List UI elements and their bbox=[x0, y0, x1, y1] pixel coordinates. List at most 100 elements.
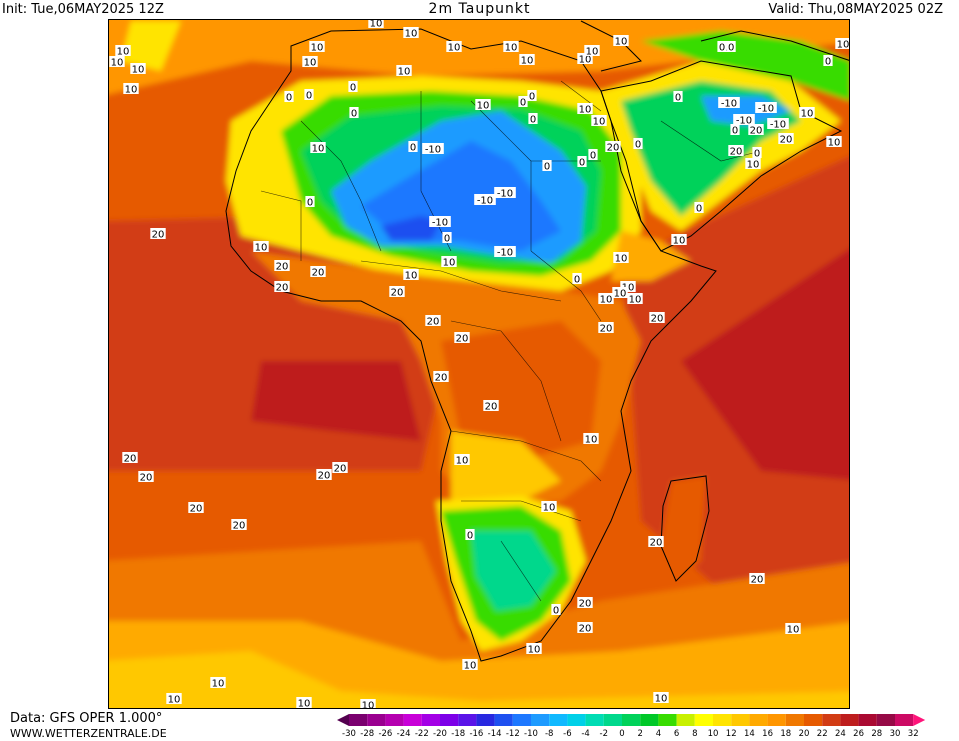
svg-text:10: 10 bbox=[585, 435, 598, 446]
svg-text:10: 10 bbox=[655, 694, 668, 705]
svg-text:10: 10 bbox=[398, 67, 411, 78]
legend-tick-label: 20 bbox=[799, 729, 810, 739]
svg-text:20: 20 bbox=[730, 147, 743, 158]
legend-color-cell bbox=[767, 714, 786, 726]
svg-text:0: 0 bbox=[579, 158, 585, 169]
svg-text:-10: -10 bbox=[477, 196, 493, 207]
svg-text:10: 10 bbox=[125, 85, 138, 96]
legend-color-cell bbox=[785, 714, 804, 726]
svg-text:10: 10 bbox=[298, 699, 311, 710]
legend-tick-label: 10 bbox=[708, 729, 719, 739]
contour-label: 0 bbox=[694, 202, 704, 215]
svg-text:20: 20 bbox=[651, 314, 664, 325]
country-borders bbox=[260, 80, 762, 602]
svg-text:10: 10 bbox=[443, 258, 456, 269]
contour-label: 0 bbox=[465, 529, 475, 542]
legend-tick-label: -30 bbox=[342, 729, 356, 739]
svg-text:0: 0 bbox=[350, 83, 356, 94]
contour-label: 10 bbox=[403, 27, 419, 40]
svg-text:10: 10 bbox=[614, 289, 627, 300]
legend-color-cell bbox=[822, 714, 841, 726]
contour-label: 0 bbox=[349, 107, 359, 120]
svg-text:10: 10 bbox=[111, 58, 124, 69]
contour-label: 10 bbox=[360, 699, 376, 708]
svg-text:0: 0 bbox=[306, 91, 312, 102]
contour-label: 10 bbox=[123, 83, 139, 96]
contour-label: -10 bbox=[733, 114, 755, 127]
contour-label: 0 bbox=[518, 96, 528, 109]
contour-label: 0 bbox=[633, 138, 643, 151]
svg-text:0: 0 bbox=[825, 57, 831, 68]
legend-color-cell bbox=[531, 714, 550, 726]
contour-label: 10 bbox=[526, 643, 542, 656]
legend-tick-label: 18 bbox=[780, 729, 791, 739]
svg-text:10: 10 bbox=[370, 20, 383, 30]
contour-label: 10 bbox=[598, 293, 614, 306]
svg-text:10: 10 bbox=[615, 254, 628, 265]
legend-tick-label: -26 bbox=[378, 729, 392, 739]
legend-color-cell bbox=[367, 714, 386, 726]
legend-color-cell bbox=[676, 714, 695, 726]
legend-tick-label: 4 bbox=[656, 729, 661, 739]
svg-text:10: 10 bbox=[311, 43, 324, 54]
legend-color-cell bbox=[840, 714, 859, 726]
contour-label: 0 bbox=[551, 604, 561, 617]
svg-text:10: 10 bbox=[405, 29, 418, 40]
legend-tick-label: 26 bbox=[853, 729, 864, 739]
legend-color-cell bbox=[458, 714, 477, 726]
svg-text:20: 20 bbox=[579, 624, 592, 635]
contour-label: 0 bbox=[542, 160, 552, 173]
svg-text:20: 20 bbox=[152, 230, 165, 241]
legend-tick-label: -24 bbox=[397, 729, 411, 739]
svg-text:20: 20 bbox=[750, 126, 763, 137]
svg-text:0: 0 bbox=[696, 204, 702, 215]
svg-text:10: 10 bbox=[837, 40, 850, 51]
svg-text:20: 20 bbox=[751, 575, 764, 586]
contour-label: 0 bbox=[823, 55, 833, 68]
contour-label: 10 bbox=[130, 63, 146, 76]
contour-label: 0 bbox=[577, 156, 587, 169]
svg-text:10: 10 bbox=[828, 138, 841, 149]
legend-tick-label: 2 bbox=[637, 729, 642, 739]
legend-tick-label: 22 bbox=[817, 729, 828, 739]
svg-text:0: 0 bbox=[410, 143, 416, 154]
svg-text:-10: -10 bbox=[425, 145, 441, 156]
legend-color-cell bbox=[713, 714, 732, 726]
legend-color-cell bbox=[421, 714, 440, 726]
website-label: WWW.WETTERZENTRALE.DE bbox=[10, 727, 167, 740]
svg-text:20: 20 bbox=[435, 373, 448, 384]
contour-label: 10 bbox=[541, 501, 557, 514]
legend-color-cell bbox=[658, 714, 677, 726]
contour-label: 10 bbox=[310, 142, 326, 155]
contour-label: 0 bbox=[528, 113, 538, 126]
contour-label: 10 bbox=[309, 41, 325, 54]
svg-text:10: 10 bbox=[622, 283, 635, 294]
legend-tick-label: 12 bbox=[726, 729, 737, 739]
contour-label: 10 bbox=[745, 158, 761, 171]
legend-color-cell bbox=[876, 714, 895, 726]
contour-label: 10 bbox=[785, 623, 801, 636]
contour-label: 20 bbox=[274, 281, 290, 294]
contour-label: 20 bbox=[433, 371, 449, 384]
contour-label: 0 bbox=[408, 141, 418, 154]
svg-text:10: 10 bbox=[579, 105, 592, 116]
contour-label: 20 bbox=[648, 536, 664, 549]
svg-text:20: 20 bbox=[318, 471, 331, 482]
contour-label: 10 bbox=[826, 136, 842, 149]
svg-text:-10: -10 bbox=[497, 248, 513, 259]
svg-text:10: 10 bbox=[505, 43, 518, 54]
contour-label: 10 bbox=[613, 35, 629, 48]
svg-text:10: 10 bbox=[477, 101, 490, 112]
contour-label: 20 bbox=[389, 286, 405, 299]
svg-text:0: 0 bbox=[635, 140, 641, 151]
legend-color-cell bbox=[349, 714, 368, 726]
contour-label: 10 bbox=[115, 45, 131, 58]
svg-text:20: 20 bbox=[276, 283, 289, 294]
legend-tick-label: 30 bbox=[890, 729, 901, 739]
legend-color-cell bbox=[731, 714, 750, 726]
svg-text:20: 20 bbox=[140, 473, 153, 484]
legend-color-cell bbox=[622, 714, 641, 726]
svg-text:10: 10 bbox=[464, 661, 477, 672]
legend-tick-label: -18 bbox=[451, 729, 465, 739]
